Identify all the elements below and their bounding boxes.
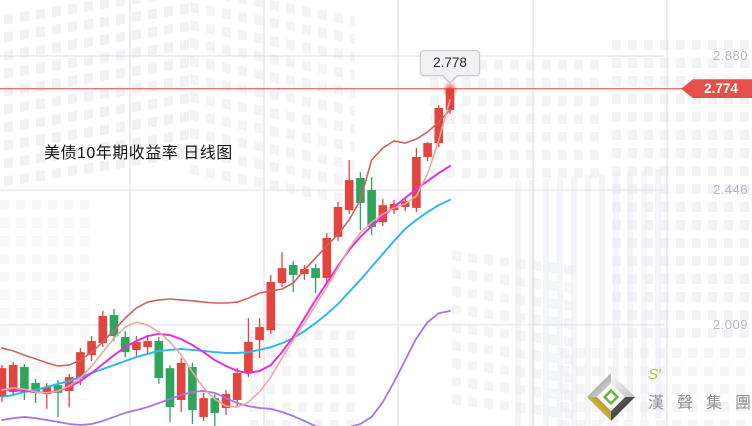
y-axis-label: 2.880 bbox=[712, 48, 748, 63]
y-axis-label: 2.446 bbox=[712, 182, 748, 197]
logo-accent-mark: S′ bbox=[648, 366, 661, 383]
line-ma-mid bbox=[1, 164, 451, 394]
diamond-logo-icon bbox=[587, 373, 635, 421]
line-ma-slow bbox=[1, 198, 451, 398]
brand-name: 漢聲集團 bbox=[648, 395, 751, 412]
price-tooltip: 2.778 bbox=[420, 50, 480, 84]
chart-title: 美债10年期收益率 日线图 bbox=[44, 145, 233, 162]
green-diamond-ring bbox=[602, 388, 620, 406]
current-price-tag: 2.774 bbox=[681, 79, 752, 99]
line-lower-band bbox=[1, 310, 451, 426]
brand-logo: S′ 漢聲集團 bbox=[584, 363, 752, 425]
line-ma-fast bbox=[1, 99, 451, 408]
line-upper-band bbox=[1, 109, 451, 367]
candles bbox=[0, 87, 455, 426]
y-axis-label: 2.009 bbox=[712, 316, 748, 332]
grid-lines bbox=[0, 0, 668, 426]
last-price-glow bbox=[442, 81, 458, 98]
